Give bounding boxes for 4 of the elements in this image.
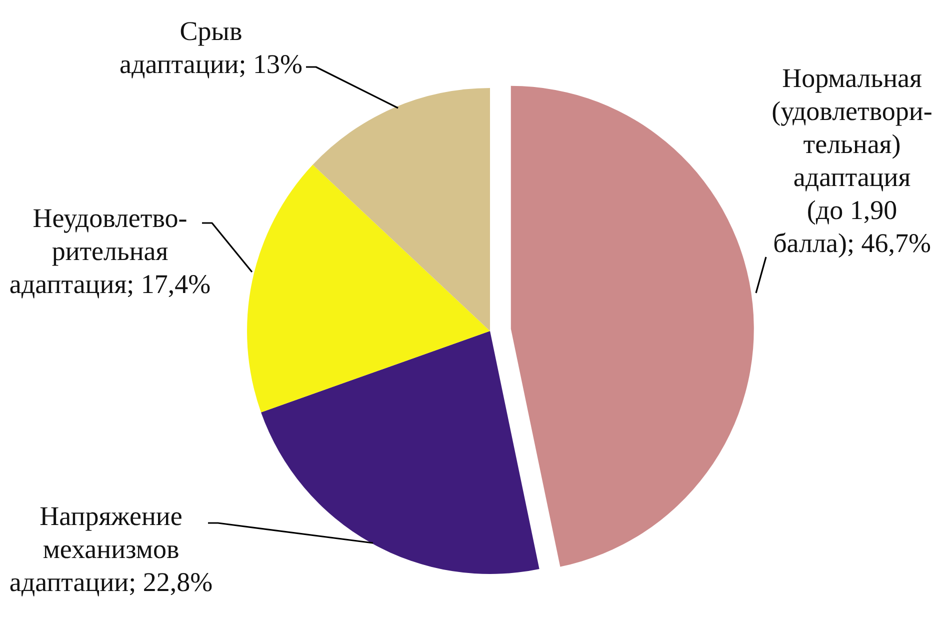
slice-label: Срыв адаптации; 13% (119, 16, 303, 79)
slice-label: Напряжение механизмов адаптации; 22,8% (9, 501, 213, 597)
slice-label: Неудовлетво- рительная адаптация; 17,4% (9, 203, 211, 299)
slice-label: Нормальная (удовлетвори- тельная) адаптация (до 1,90 балла); 46,7% (772, 63, 932, 258)
